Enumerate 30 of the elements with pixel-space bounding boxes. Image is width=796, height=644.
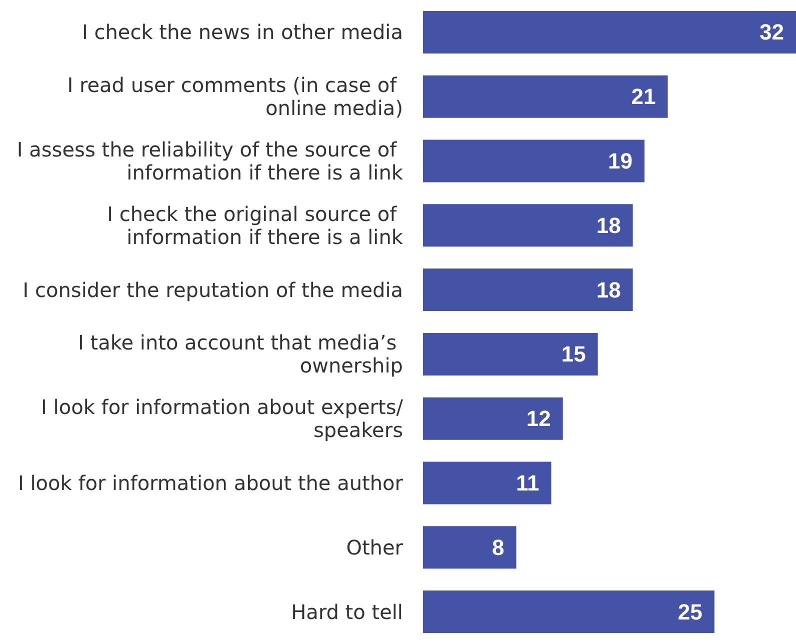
data-label: 21 — [631, 84, 656, 110]
y-tick-label: I look for information about experts/speakers — [41, 395, 404, 442]
y-tick-label: I look for information about the author — [18, 471, 404, 495]
y-tick-label: I read user comments (in case of online media) — [67, 73, 403, 120]
data-label: 15 — [561, 342, 586, 367]
data-label: 25 — [678, 599, 702, 624]
bar — [423, 140, 644, 182]
bar — [423, 397, 563, 440]
bar — [423, 590, 714, 634]
y-tick-label: I consider the reputation of the media — [22, 278, 403, 302]
y-tick-label: I check the original source of information if there is a link — [107, 202, 404, 249]
data-label: 18 — [596, 277, 621, 302]
data-label: 12 — [526, 406, 551, 432]
bar — [423, 526, 516, 569]
y-tick-label: Other — [346, 535, 404, 560]
bar — [423, 462, 552, 504]
bar — [423, 204, 633, 247]
y-tick-label: I assess the reliability of the source of information if there is a link — [16, 138, 404, 184]
y-tick-label: Hard to tell — [291, 600, 403, 624]
data-label: 8 — [492, 534, 504, 560]
y-tick-label: I check the news in other media — [82, 20, 403, 44]
bar — [423, 332, 598, 376]
bar — [423, 10, 796, 54]
data-label: 32 — [760, 20, 784, 45]
bar — [423, 75, 668, 118]
data-label: 11 — [516, 470, 540, 496]
data-label: 18 — [596, 212, 621, 238]
bar — [423, 268, 633, 312]
data-label: 19 — [608, 148, 632, 174]
y-tick-label: I take into account that media’s ownership — [78, 330, 403, 378]
